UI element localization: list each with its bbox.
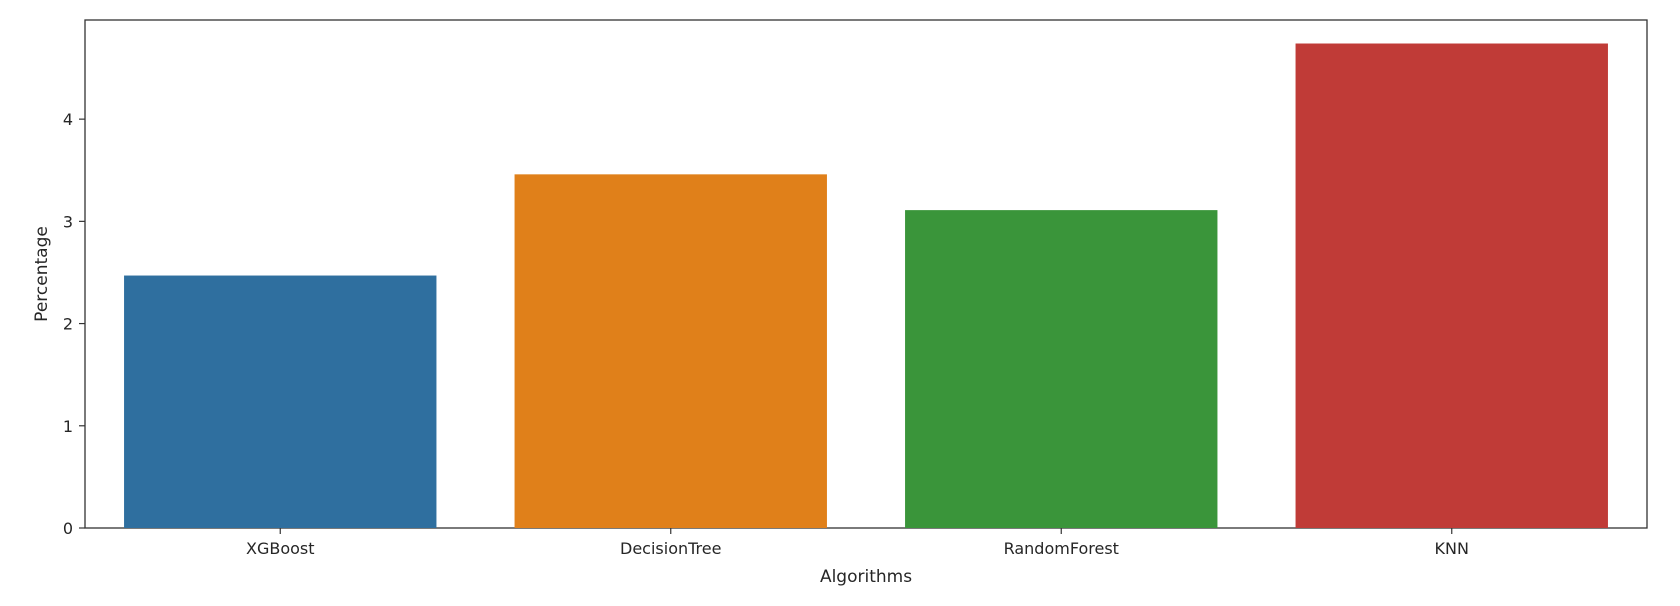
y-axis-label: Percentage xyxy=(32,226,52,322)
y-tick-label: 0 xyxy=(63,519,73,538)
y-tick-label: 2 xyxy=(63,315,73,334)
x-tick-label: XGBoost xyxy=(246,539,315,558)
x-axis-label: Algorithms xyxy=(820,567,912,587)
x-tick-label: RandomForest xyxy=(1004,539,1119,558)
y-axis-ticks: 0 1 2 3 4 xyxy=(63,110,85,538)
bar-randomforest xyxy=(905,210,1218,528)
x-tick-label: DecisionTree xyxy=(620,539,721,558)
x-tick-label: KNN xyxy=(1435,539,1469,558)
bar-xgboost xyxy=(124,275,437,528)
y-tick-label: 4 xyxy=(63,110,73,129)
x-axis-ticks: XGBoost DecisionTree RandomForest KNN xyxy=(246,528,1469,558)
bars-group xyxy=(124,43,1608,529)
y-tick-label: 1 xyxy=(63,417,73,436)
bar-decisiontree xyxy=(514,174,827,529)
bar-knn xyxy=(1295,43,1608,528)
y-tick-label: 3 xyxy=(63,212,73,231)
